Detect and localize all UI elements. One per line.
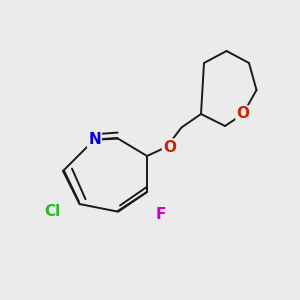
- Text: N: N: [88, 132, 101, 147]
- Text: O: O: [163, 140, 176, 154]
- Text: Cl: Cl: [44, 204, 61, 219]
- Text: O: O: [236, 106, 250, 122]
- Text: F: F: [155, 207, 166, 222]
